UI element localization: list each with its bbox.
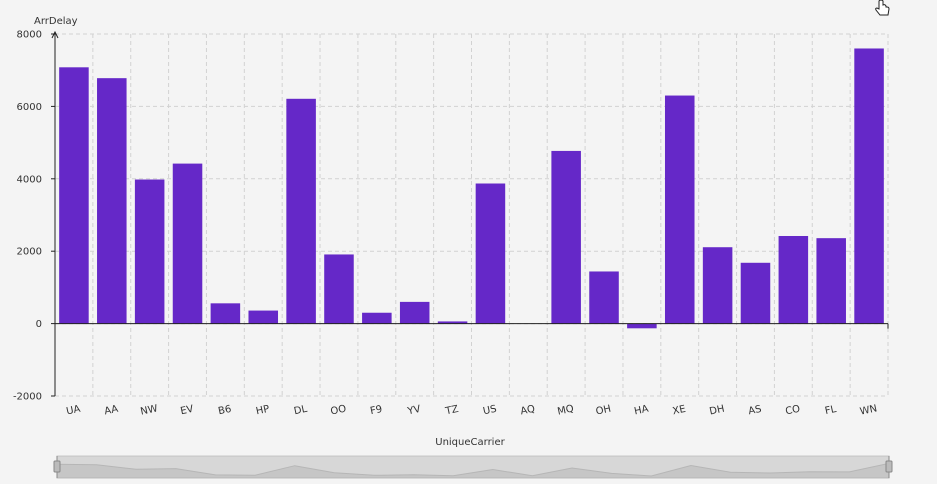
bar-ha[interactable] — [627, 323, 657, 329]
bar-b6[interactable] — [210, 303, 241, 324]
x-tick-label: CO — [784, 404, 801, 418]
y-tick-label: 2000 — [17, 247, 42, 258]
bar-us[interactable] — [475, 183, 506, 324]
y-tick-label: -2000 — [13, 392, 42, 403]
x-tick-label: OO — [330, 404, 348, 418]
x-tick-label: HA — [633, 404, 649, 418]
x-tick-label: AS — [747, 404, 762, 418]
y-tick-label: 6000 — [17, 102, 42, 113]
x-tick-label: DL — [293, 404, 309, 418]
x-tick-label: MQ — [556, 403, 575, 417]
x-tick-label: US — [482, 404, 498, 418]
x-tick-label: TZ — [444, 404, 460, 418]
scrollbar-handle-right[interactable] — [885, 456, 893, 478]
y-axis-arrow-icon — [51, 30, 59, 39]
axes — [51, 30, 889, 397]
x-tick-label: B6 — [217, 404, 232, 418]
bar-dl[interactable] — [286, 98, 316, 324]
x-tick-label: WN — [859, 403, 878, 417]
scrollbar-handle-left[interactable] — [53, 456, 61, 478]
y-tick-label: 8000 — [17, 30, 42, 41]
x-tick-label: OH — [595, 404, 612, 418]
x-tick-label: DH — [708, 404, 725, 418]
bars — [59, 48, 884, 329]
y-axis-title: ArrDelay — [34, 16, 78, 27]
x-tick-label: EV — [179, 404, 194, 418]
bar-dh[interactable] — [702, 247, 733, 324]
bar-hp[interactable] — [248, 310, 279, 324]
bar-nw[interactable] — [134, 179, 165, 324]
x-tick-label: UA — [65, 404, 81, 418]
bar-f9[interactable] — [362, 312, 392, 324]
y-tick-label: 0 — [36, 319, 42, 330]
scrollbar-selection[interactable] — [57, 456, 889, 478]
bar-ua[interactable] — [59, 67, 89, 324]
bar-mq[interactable] — [551, 150, 581, 324]
x-tick-label: XE — [672, 404, 687, 417]
bar-fl[interactable] — [816, 238, 846, 324]
hand-cursor-icon — [875, 0, 890, 16]
bar-tz[interactable] — [437, 321, 468, 324]
x-tick-label: AA — [103, 404, 119, 418]
x-tick-label: AQ — [520, 404, 537, 418]
bar-xe[interactable] — [664, 95, 695, 324]
bar-wn[interactable] — [854, 48, 884, 324]
scrollbar-preview-area — [56, 462, 890, 479]
bar-as[interactable] — [740, 262, 771, 324]
bar-yv[interactable] — [399, 301, 430, 324]
y-tick-labels: -2000 0 2000 4000 6000 8000 — [13, 30, 42, 403]
x-tick-labels: UA AA NW EV B6 HP DL OO F9 YV TZ US AQ MQ OH HA XE DH AS CO… — [65, 403, 878, 417]
x-tick-label: YV — [406, 404, 422, 418]
bar-ev[interactable] — [172, 163, 203, 324]
x-tick-label: HP — [255, 404, 271, 418]
x-axis-title: UniqueCarrier — [435, 437, 505, 448]
x-tick-label: NW — [139, 403, 158, 417]
x-tick-label: F9 — [369, 404, 383, 417]
range-scrollbar[interactable] — [53, 455, 893, 479]
bar-oo[interactable] — [324, 254, 354, 324]
bar-co[interactable] — [778, 235, 809, 324]
x-tick-label: FL — [824, 404, 838, 417]
bar-oh[interactable] — [589, 271, 619, 324]
bar-aa[interactable] — [97, 78, 127, 324]
y-tick-label: 4000 — [17, 174, 42, 185]
